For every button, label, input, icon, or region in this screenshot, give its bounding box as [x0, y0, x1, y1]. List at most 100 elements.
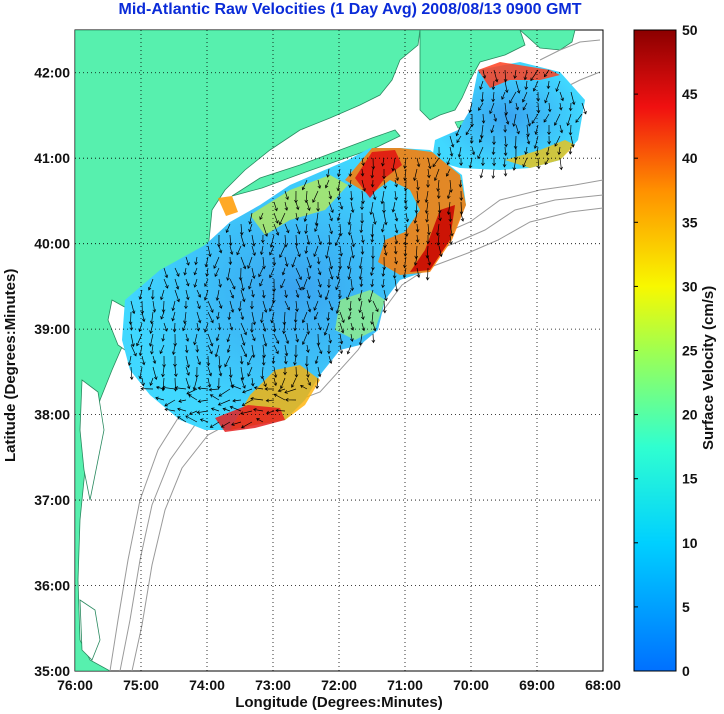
velocity-arrow	[477, 146, 484, 160]
velocity-arrow	[470, 113, 474, 128]
fastest-band-hudson	[355, 150, 402, 198]
velocity-arrow	[383, 179, 387, 190]
velocity-arrow	[347, 267, 352, 280]
velocity-arrow	[449, 135, 455, 148]
velocity-arrow	[160, 311, 165, 320]
velocity-arrow	[326, 311, 330, 322]
velocity-arrow	[196, 311, 202, 324]
velocity-arrow	[512, 113, 517, 127]
velocity-arrow	[207, 344, 213, 355]
velocity-arrow	[284, 234, 288, 248]
velocity-arrow	[260, 366, 265, 380]
velocity-arrow	[248, 212, 253, 225]
velocity-arrow	[371, 333, 376, 344]
velocity-arrow	[240, 278, 245, 292]
velocity-arrow	[403, 234, 408, 246]
velocity-arrow	[504, 102, 508, 116]
velocity-arrow	[416, 157, 421, 168]
velocity-arrow	[383, 289, 388, 302]
velocity-arrow	[279, 377, 286, 390]
velocity-arrow	[492, 157, 496, 167]
velocity-arrow	[446, 190, 451, 200]
velocity-arrow	[277, 388, 286, 393]
x-tick-label: 72:00	[321, 677, 357, 693]
velocity-arrow	[262, 377, 267, 388]
velocity-arrow	[251, 289, 255, 298]
velocity-arrow	[380, 223, 385, 233]
colorbar-tick-label: 25	[682, 343, 698, 359]
velocity-arrow	[328, 201, 334, 214]
velocity-arrow	[360, 168, 365, 177]
x-axis-ticks: 76:00 75:00 74:00 73:00 72:00 71:00 70:00 69:00…	[57, 677, 621, 693]
velocity-arrow	[185, 333, 190, 342]
velocity-arrow	[253, 386, 264, 390]
velocity-arrow	[424, 190, 429, 203]
velocity-arrow	[186, 388, 198, 395]
colorbar-tick-label: 15	[682, 471, 698, 487]
velocity-arrow	[226, 344, 231, 353]
velocity-arrow	[513, 135, 518, 150]
velocity-arrow	[259, 245, 264, 256]
velocity-arrow	[328, 223, 333, 235]
velocity-arrow	[171, 344, 176, 356]
velocity-arrow	[183, 267, 187, 276]
velocity-arrow	[317, 366, 322, 378]
velocity-arrow	[339, 201, 344, 210]
x-tick-label: 69:00	[519, 677, 555, 693]
velocity-arrow	[346, 344, 352, 355]
velocity-arrow	[148, 333, 154, 347]
velocity-arrow	[216, 311, 220, 320]
velocity-arrow	[543, 113, 550, 123]
velocity-arrow	[437, 201, 442, 214]
velocity-arrow	[140, 386, 154, 391]
velocity-arrow	[284, 344, 289, 357]
velocity-arrow	[391, 157, 396, 172]
velocity-arrow	[163, 267, 169, 279]
velocity-arrow	[240, 311, 245, 321]
velocity-arrow	[368, 289, 374, 303]
velocity-arrow	[215, 333, 220, 342]
velocity-arrow	[130, 333, 135, 348]
velocity-arrow	[226, 267, 231, 281]
velocity-arrow	[546, 80, 551, 90]
velocity-arrow	[284, 300, 290, 311]
velocity-arrow	[328, 300, 334, 311]
velocity-arrow	[262, 344, 266, 359]
velocity-arrow	[339, 322, 345, 334]
velocity-arrow	[184, 300, 188, 310]
velocity-arrow	[290, 377, 297, 388]
velocity-arrow	[328, 333, 332, 344]
velocity-arrow	[370, 179, 375, 188]
velocity-arrow	[478, 102, 484, 111]
velocity-arrow	[294, 366, 299, 378]
velocity-arrow	[361, 311, 365, 320]
velocity-arrow	[283, 355, 288, 365]
velocity-arrow	[493, 113, 498, 122]
y-tick-label: 39:00	[34, 321, 70, 337]
velocity-arrow	[414, 245, 419, 260]
velocity-arrow	[238, 300, 242, 312]
velocity-arrow	[213, 256, 220, 269]
velocity-arrow	[449, 146, 454, 157]
velocity-arrow	[459, 190, 464, 202]
velocity-arrow	[217, 234, 221, 248]
velocity-arrow	[403, 179, 408, 192]
velocity-arrow	[300, 384, 308, 390]
velocity-arrow	[218, 245, 223, 254]
velocity-arrow	[136, 333, 143, 347]
velocity-arrow	[159, 289, 165, 301]
velocity-arrow	[162, 355, 166, 368]
velocity-arrow	[284, 201, 289, 211]
velocity-arrow	[265, 410, 275, 415]
velocity-arrow	[328, 256, 333, 270]
velocity-arrow	[301, 311, 308, 324]
velocity-arrow	[515, 102, 520, 111]
velocity-arrow	[317, 267, 322, 276]
velocity-arrow	[358, 256, 363, 270]
velocity-arrow	[509, 91, 517, 104]
velocity-arrow	[275, 408, 286, 413]
x-tick-label: 75:00	[123, 677, 159, 693]
velocity-arrow	[524, 146, 528, 155]
velocity-arrow	[260, 311, 264, 324]
velocity-arrow	[460, 212, 465, 222]
